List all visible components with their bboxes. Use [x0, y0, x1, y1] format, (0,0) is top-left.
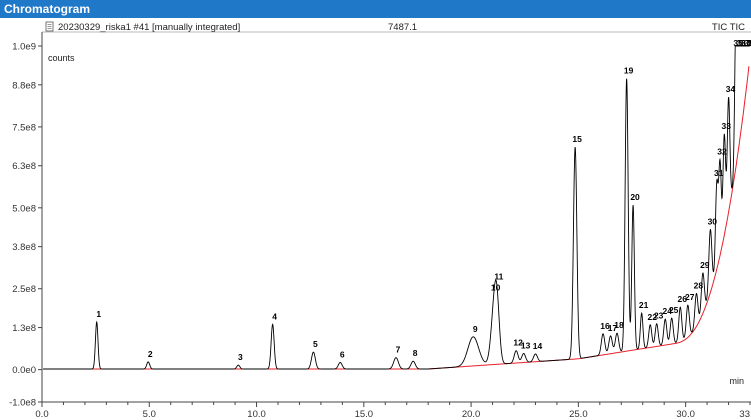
x-tick-label: 15.0 — [355, 409, 374, 420]
peak-label: 34 — [726, 84, 736, 94]
peak-label: 36 — [737, 38, 747, 48]
peak-label: 23 — [654, 311, 664, 321]
peak-label: 29 — [700, 260, 710, 270]
x-tick-label: 0.0 — [35, 409, 48, 420]
peak-label: 27 — [685, 292, 695, 302]
x-tick-label: 33 — [739, 409, 750, 420]
x-tick-label: 20.0 — [462, 409, 481, 420]
y-tick-label: 1.0e9 — [12, 42, 36, 53]
y-tick-label: 7.5e8 — [12, 122, 36, 133]
y-tick-label: 1.3e8 — [12, 323, 36, 334]
peak-label: 19 — [624, 66, 634, 76]
x-tick-label: 25.0 — [569, 409, 588, 420]
peak-label: 12 — [513, 338, 523, 348]
peak-label: 8 — [413, 348, 418, 358]
peak-label: 3 — [238, 352, 243, 362]
peak-label: 33 — [722, 121, 732, 131]
peak-label: 10 — [491, 283, 501, 293]
x-tick-group: 0.0 5.0 10.0 15.0 20.0 25.0 30.0 33 — [35, 402, 751, 420]
peak-label: 30 — [708, 217, 718, 227]
peak-label: 20 — [630, 192, 640, 202]
chromatogram-plot[interactable]: 20230329_riska1 #41 [manually integrated… — [0, 18, 751, 420]
peak-label: 25 — [669, 305, 679, 315]
y-tick-group: 1.0e9 8.8e8 7.5e8 6.3e8 5.0e8 3.8e8 2.5e8 1.3e8… — [9, 42, 42, 409]
peak-label: 13 — [521, 340, 531, 350]
x-axis-label: min — [729, 376, 744, 386]
peak-label: 26 — [678, 294, 688, 304]
peak-label: 17 — [608, 323, 618, 333]
peak-label: 31 — [714, 168, 724, 178]
peak-label: 14 — [533, 341, 543, 351]
x-tick-label: 30.0 — [676, 409, 695, 420]
peak-label: 2 — [148, 349, 153, 359]
y-tick-label: -1.0e8 — [9, 398, 36, 409]
peak-label: 21 — [639, 300, 649, 310]
x-tick-label: 5.0 — [143, 409, 156, 420]
trace-label: 20230329_riska1 #41 [manually integrated… — [58, 22, 240, 33]
y-tick-label: 6.3e8 — [12, 161, 36, 172]
peak-label: 7 — [396, 345, 401, 355]
peak-label: 39 — [747, 38, 751, 48]
tic-trace[interactable] — [43, 45, 750, 370]
y-tick-label: 0.0e0 — [12, 365, 36, 376]
y-tick-label: 5.0e8 — [12, 203, 36, 214]
peak-label: 18 — [614, 320, 624, 330]
peak-label: 9 — [473, 324, 478, 334]
peak-label: 15 — [572, 134, 582, 144]
peak-label: 35 — [733, 38, 743, 48]
peak-label: 1 — [96, 309, 101, 319]
peak-label: 11 — [494, 272, 503, 282]
y-tick-label: 8.8e8 — [12, 80, 36, 91]
peak-label: 28 — [694, 280, 704, 290]
center-value: 7487.1 — [388, 22, 417, 33]
peak-label: 24 — [663, 306, 673, 316]
window-title: Chromatogram — [4, 2, 91, 16]
peak-label: 38 — [744, 38, 751, 48]
signal-label: TIC TIC — [712, 22, 745, 33]
y-tick-label: 3.8e8 — [12, 242, 36, 253]
peak-label: 32 — [717, 146, 727, 156]
y-axis-label: counts — [48, 53, 75, 63]
peak-label: 4 — [272, 311, 277, 321]
trace-icon[interactable] — [45, 21, 54, 32]
x-tick-label: 10.0 — [247, 409, 266, 420]
peak-label: 5 — [313, 339, 318, 349]
peak-label: 16 — [600, 321, 610, 331]
plot-background — [0, 18, 751, 420]
peak-label: 37 — [741, 38, 751, 48]
window-titlebar: Chromatogram — [0, 0, 751, 19]
y-tick-label: 2.5e8 — [12, 284, 36, 295]
peak-label: 6 — [340, 350, 345, 360]
peak-label: 22 — [648, 312, 658, 322]
